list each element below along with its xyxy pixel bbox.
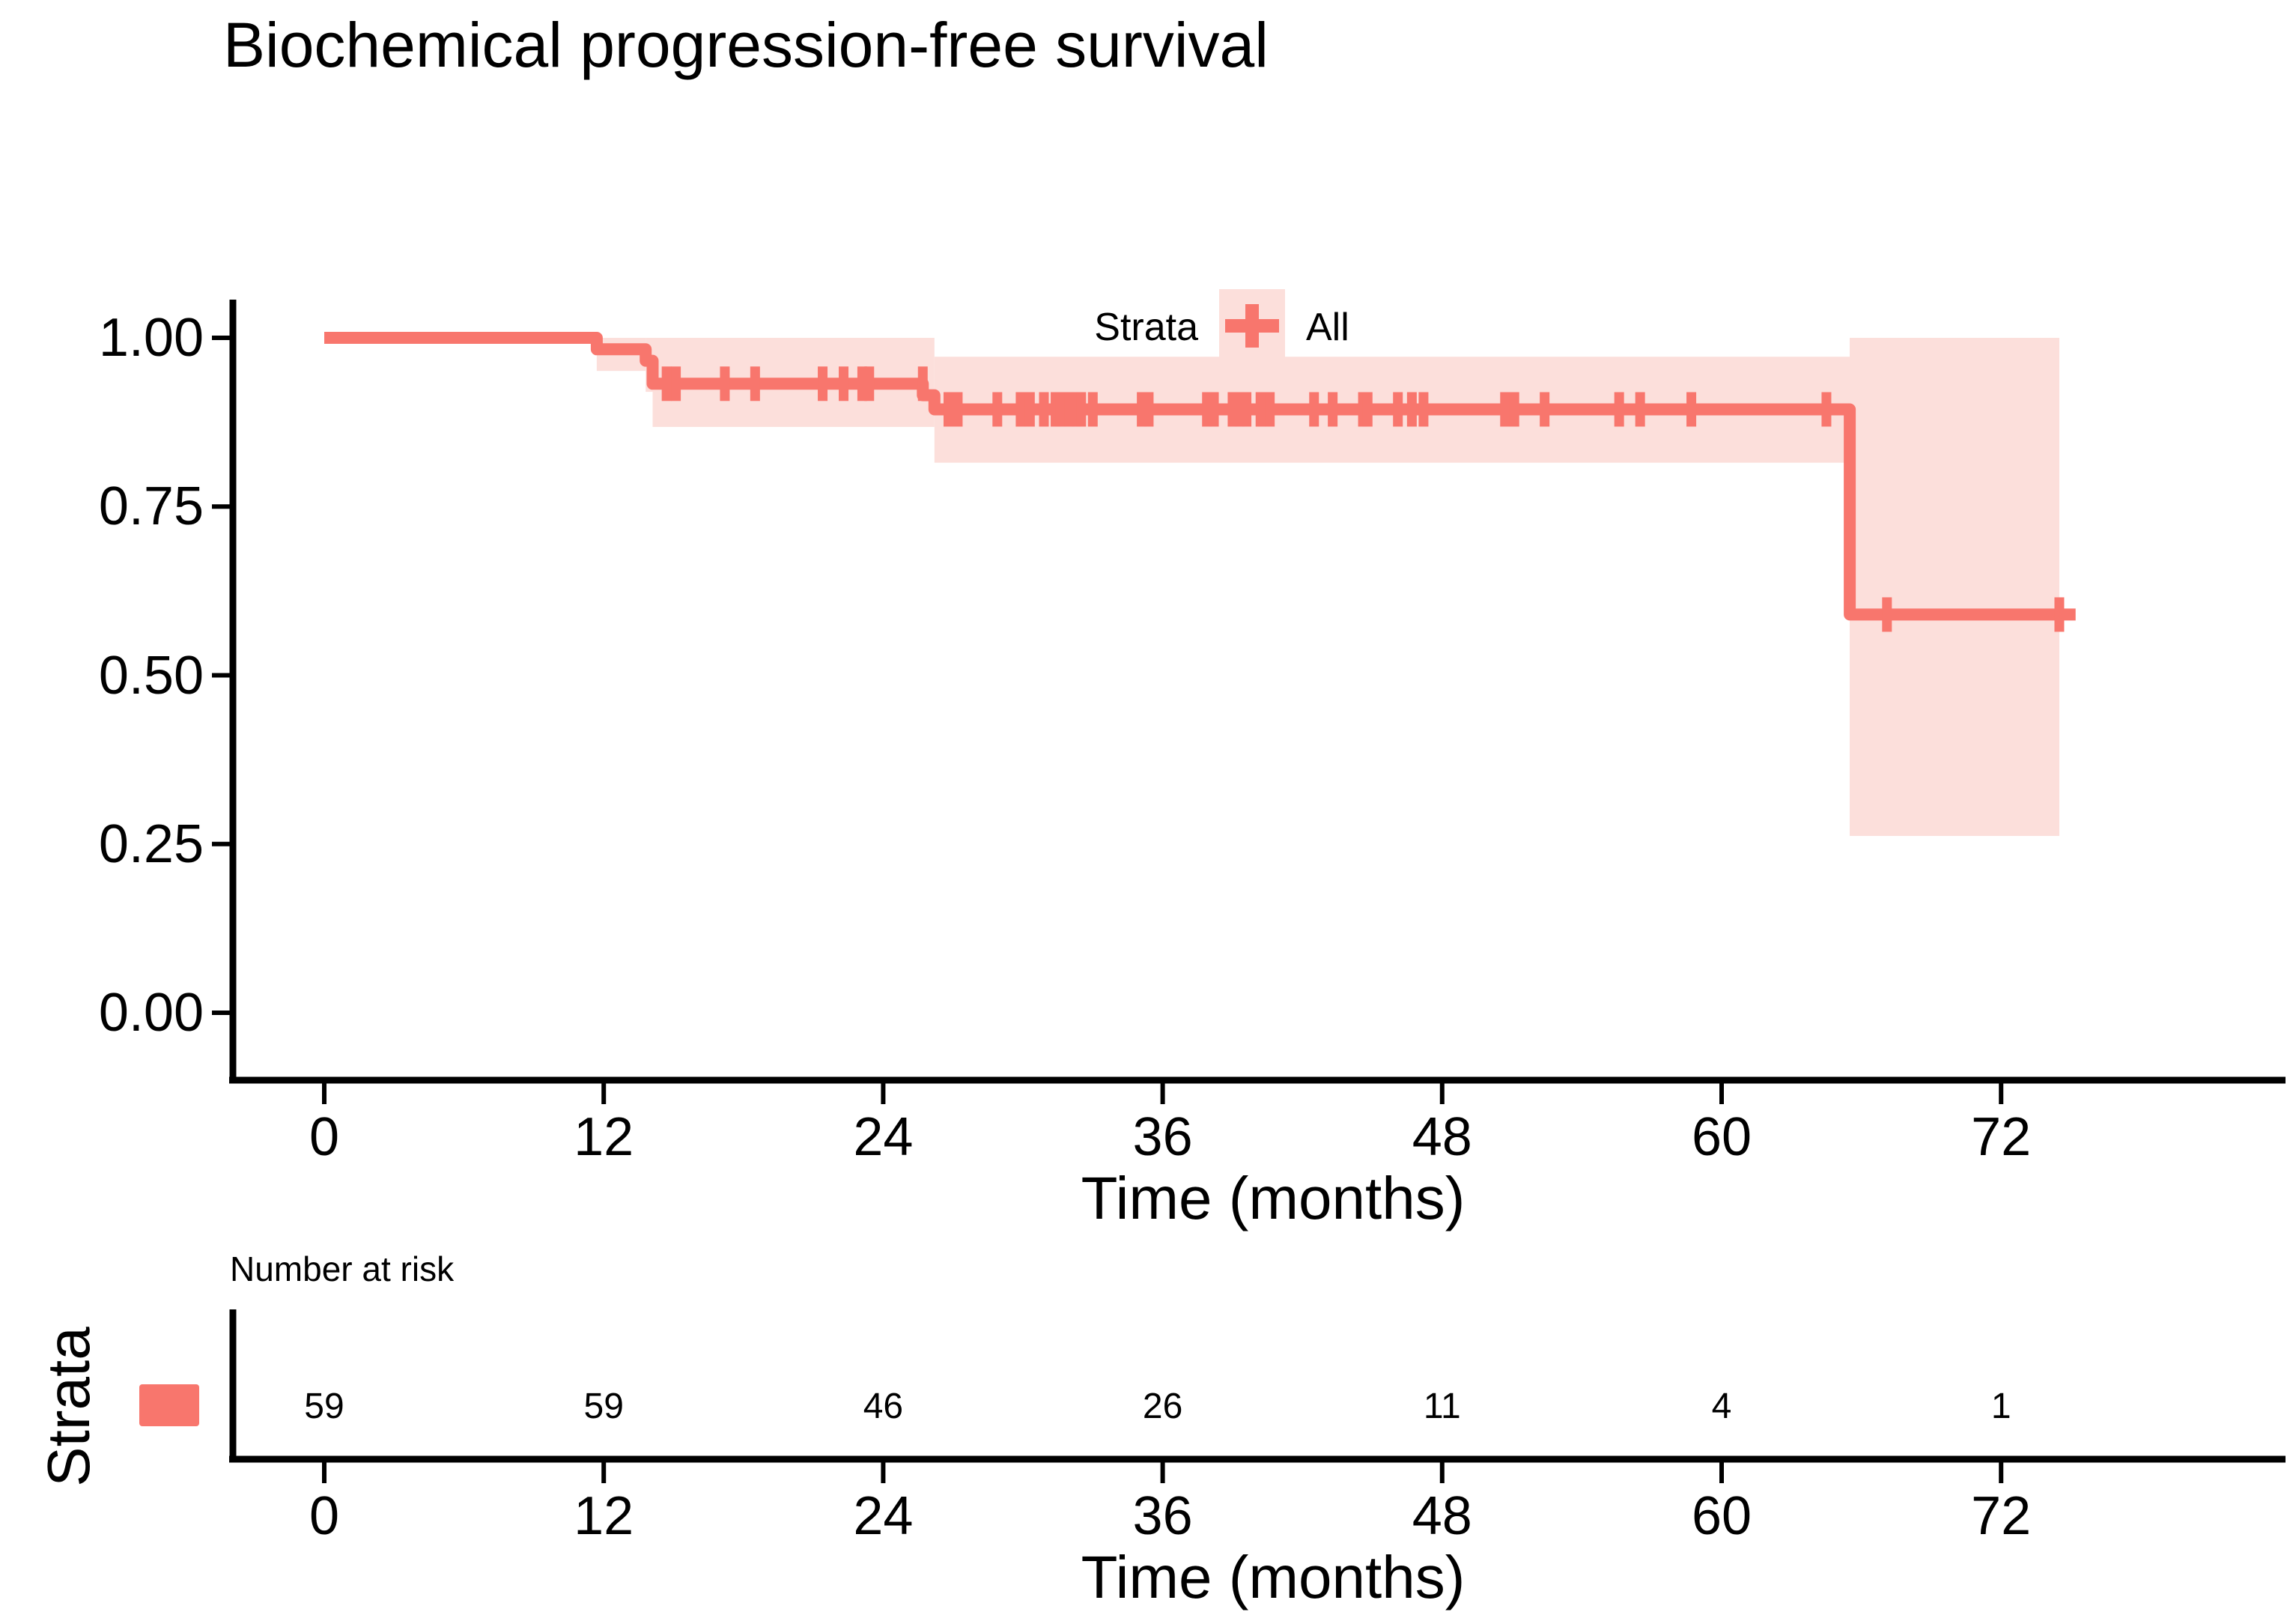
- censor-mark: [1265, 392, 1275, 427]
- risk-x-tick-label: 12: [574, 1486, 634, 1546]
- x-tick-label: 60: [1691, 1107, 1752, 1167]
- censor-mark: [720, 366, 730, 402]
- censor-mark: [1418, 392, 1429, 427]
- risk-x-tick-label: 0: [309, 1486, 340, 1546]
- x-tick-label: 48: [1412, 1107, 1472, 1167]
- legend-item-label-all: All: [1306, 306, 1349, 349]
- risk-x-tick-label: 60: [1691, 1486, 1752, 1546]
- censor-mark: [1509, 392, 1519, 427]
- censor-mark: [1393, 392, 1403, 427]
- risk-count: 59: [304, 1387, 344, 1426]
- risk-count: 59: [583, 1387, 624, 1426]
- censor-mark: [1039, 392, 1049, 427]
- risk-x-tick-label: 36: [1132, 1486, 1193, 1546]
- censor-mark: [1087, 392, 1098, 427]
- censor-mark: [1209, 392, 1219, 427]
- censor-mark: [917, 366, 928, 402]
- censor-plus-icon-vertical: [1245, 304, 1259, 348]
- censor-mark: [1255, 392, 1266, 427]
- censor-mark: [1540, 392, 1550, 427]
- censor-mark: [1500, 392, 1510, 427]
- censor-mark: [2054, 597, 2065, 632]
- risk-count: 4: [1711, 1387, 1732, 1426]
- risk-x-tick-label: 24: [853, 1486, 914, 1546]
- censor-mark: [953, 392, 963, 427]
- y-tick-label: 1.00: [98, 308, 204, 368]
- censor-mark: [1635, 392, 1645, 427]
- censor-mark: [1882, 597, 1892, 632]
- y-tick-label: 0.50: [98, 645, 204, 706]
- confidence-band: [1850, 338, 2059, 836]
- censor-mark: [1055, 392, 1066, 427]
- censor-mark: [1309, 392, 1319, 427]
- legend-key-all: [1219, 289, 1285, 363]
- censor-mark: [671, 366, 681, 402]
- y-tick-label: 0.75: [98, 476, 204, 537]
- censor-mark: [992, 392, 1003, 427]
- censor-mark: [750, 366, 760, 402]
- y-tick-label: 0.00: [98, 983, 204, 1043]
- x-tick-label: 0: [309, 1107, 340, 1167]
- x-axis-title: Time (months): [1081, 1165, 1466, 1231]
- risk-count: 26: [1142, 1387, 1183, 1426]
- survival-curve: [324, 332, 2076, 621]
- censor-mark: [661, 366, 672, 402]
- censor-mark: [1614, 392, 1624, 427]
- x-tick-label: 12: [574, 1107, 634, 1167]
- x-tick-label: 72: [1971, 1107, 2032, 1167]
- risk-count: 11: [1423, 1387, 1461, 1426]
- risk-table-axis-title: Strata: [35, 1327, 102, 1487]
- censor-mark: [864, 366, 875, 402]
- risk-table-header: Number at risk: [230, 1249, 455, 1288]
- censor-mark: [1242, 392, 1252, 427]
- risk-row-swatch-all: [139, 1384, 199, 1426]
- censor-mark: [1328, 392, 1338, 427]
- censor-mark: [1821, 392, 1832, 427]
- censor-mark: [1015, 392, 1026, 427]
- censor-mark: [839, 366, 849, 402]
- legend: Strata All: [0, 142, 2296, 363]
- censor-mark: [1144, 392, 1154, 427]
- x-tick-label: 24: [853, 1107, 914, 1167]
- risk-x-tick-label: 48: [1412, 1486, 1472, 1546]
- censor-mark: [1686, 392, 1697, 427]
- censor-mark: [1076, 392, 1087, 427]
- risk-count: 46: [863, 1387, 904, 1426]
- x-tick-label: 36: [1132, 1107, 1193, 1167]
- risk-count: 1: [1990, 1387, 2011, 1426]
- censor-mark: [943, 392, 953, 427]
- censor-mark: [818, 366, 828, 402]
- censor-mark: [1362, 392, 1373, 427]
- risk-x-tick-label: 72: [1971, 1486, 2032, 1546]
- censor-mark: [1406, 392, 1417, 427]
- page-title: Biochemical progression-free survival: [223, 10, 1269, 80]
- legend-title: Strata: [1094, 306, 1198, 349]
- y-tick-label: 0.25: [98, 813, 204, 874]
- censor-mark: [1024, 392, 1035, 427]
- risk-x-axis-title: Time (months): [1081, 1544, 1466, 1611]
